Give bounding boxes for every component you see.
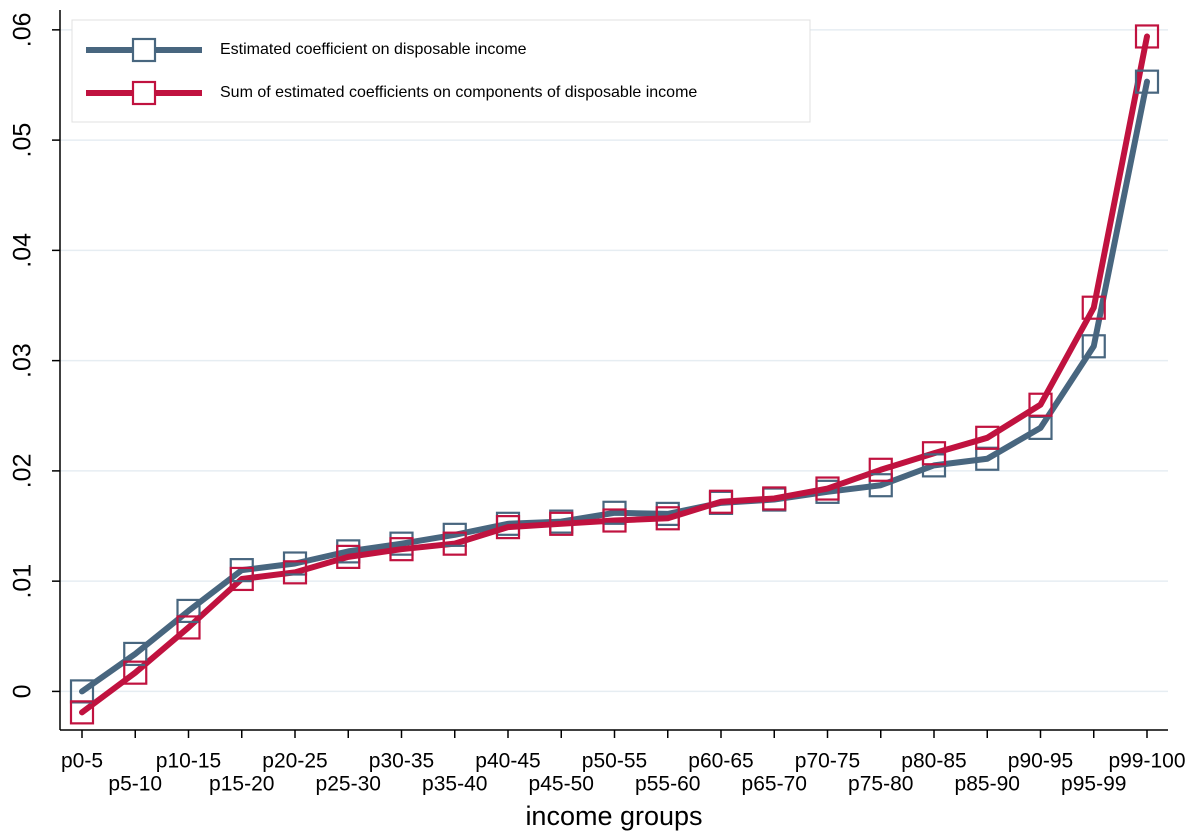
y-tick-label: .01 <box>9 564 37 599</box>
y-tick-label: .06 <box>9 12 37 47</box>
marker <box>868 473 893 498</box>
marker <box>1028 392 1053 417</box>
x-tick-label: p45-50 <box>529 773 594 796</box>
marker <box>549 511 574 536</box>
marker <box>1134 69 1160 94</box>
x-tick-label: p90-95 <box>1008 750 1073 773</box>
x-tick-label: p55-60 <box>635 773 700 796</box>
marker <box>389 537 414 562</box>
x-tick-label: p25-30 <box>316 773 381 796</box>
marker <box>602 508 627 533</box>
marker <box>176 598 201 624</box>
x-tick-label: p75-80 <box>848 773 913 796</box>
marker <box>975 425 1000 450</box>
marker <box>123 660 148 685</box>
x-tick-label: p10-15 <box>156 750 221 773</box>
x-tick-label: p40-45 <box>475 750 540 773</box>
marker <box>229 566 254 592</box>
series-line <box>79 33 1150 716</box>
marker <box>495 515 521 540</box>
marker <box>336 544 361 569</box>
x-tick-label: p85-90 <box>955 773 1020 796</box>
legend-label: Sum of estimated coefficients on compone… <box>220 84 697 101</box>
marker <box>868 457 893 482</box>
y-tick-label: .05 <box>9 123 37 158</box>
legend-marker <box>131 80 157 106</box>
marker <box>442 531 467 556</box>
marker <box>1134 24 1160 49</box>
x-tick-label: p80-85 <box>901 750 966 773</box>
marker <box>123 641 148 667</box>
marker <box>69 700 95 725</box>
marker <box>921 441 947 466</box>
marker <box>282 560 308 585</box>
legend-marker <box>131 37 157 63</box>
x-tick-label: p15-20 <box>209 773 274 796</box>
marker <box>655 506 680 531</box>
legend-box <box>71 19 811 123</box>
marker <box>1081 295 1106 320</box>
x-tick-label: p65-70 <box>742 773 807 796</box>
marker <box>176 615 201 640</box>
x-tick-label: p35-40 <box>422 773 487 796</box>
x-tick-label: p60-65 <box>688 750 753 773</box>
marker <box>815 476 840 501</box>
y-tick-label: 0 <box>9 684 37 698</box>
marker <box>1028 415 1053 440</box>
x-tick-label: p70-75 <box>795 750 860 773</box>
x-tick-label: p95-99 <box>1061 773 1126 796</box>
marker <box>1081 334 1106 359</box>
x-tick-label: p20-25 <box>262 750 327 773</box>
x-tick-label: p50-55 <box>582 750 647 773</box>
legend-label: Estimated coefficient on disposable inco… <box>220 41 527 58</box>
x-tick-label: p30-35 <box>369 750 434 773</box>
x-tick-label: p5-10 <box>108 773 162 796</box>
y-tick-label: .03 <box>9 343 37 378</box>
x-tick-label: p0-5 <box>61 750 103 773</box>
y-tick-label: .04 <box>9 233 37 268</box>
x-axis-title: income groups <box>525 801 702 831</box>
series-line <box>79 78 1150 695</box>
x-tick-label: p99-100 <box>1108 750 1185 773</box>
marker <box>921 453 947 478</box>
marker <box>762 486 787 511</box>
y-tick-label: .02 <box>9 454 37 489</box>
marker <box>708 489 734 514</box>
